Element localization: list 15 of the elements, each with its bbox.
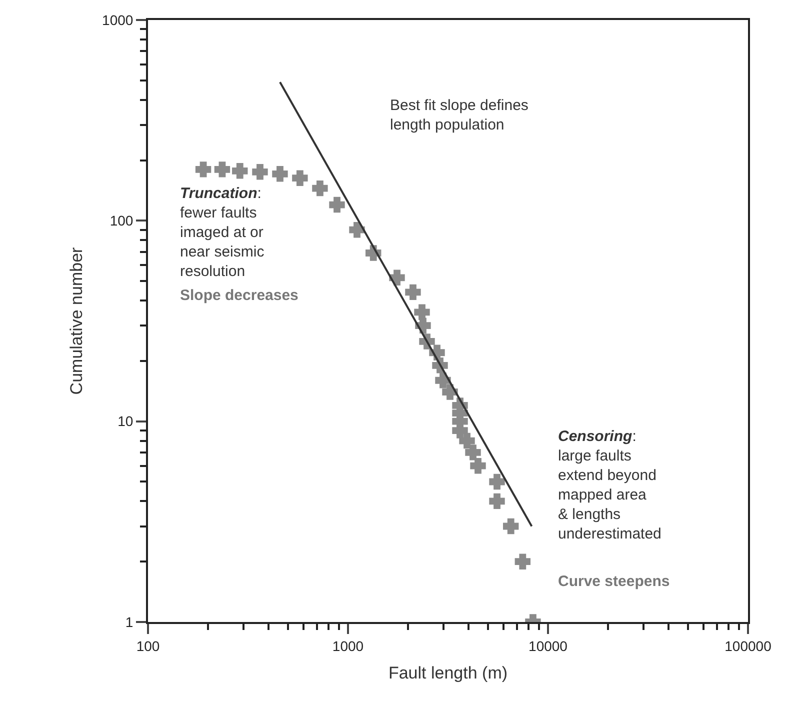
y-tick-label: 10 (118, 413, 134, 430)
annotation: Censoring: large faults extend beyond mapped area & lengths underestimated (558, 428, 662, 542)
x-tick-label: 10000 (528, 638, 568, 654)
x-tick-label: 100 (136, 638, 160, 654)
annotation: Truncation: fewer faults imaged at or near seismic resolution (180, 185, 265, 280)
y-tick-label: 100 (110, 212, 134, 229)
x-tick-label: 1000 (332, 638, 364, 654)
x-axis-title: Fault length (m) (388, 664, 508, 683)
y-axis-title: Cumulative number (67, 246, 86, 395)
x-tick-label: 100000 (724, 638, 772, 654)
annotation: Slope decreases (180, 287, 298, 304)
y-tick-label: 1 (125, 614, 134, 630)
y-tick-label: 1000 (102, 12, 134, 28)
annotation: Curve steepens (558, 573, 670, 590)
annotation: Best fit slope defines length population (390, 97, 528, 134)
